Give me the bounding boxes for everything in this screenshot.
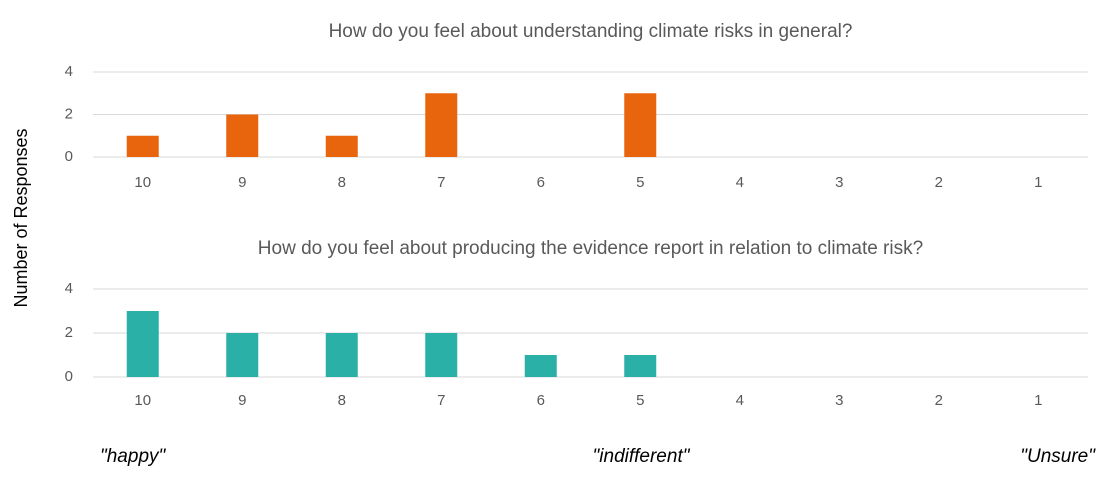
bar bbox=[126, 311, 159, 377]
x-tick-label: 2 bbox=[935, 392, 943, 409]
x-tick-label: 9 bbox=[238, 392, 246, 409]
y-tick-label: 0 bbox=[65, 148, 73, 165]
x-tick-label: 4 bbox=[736, 392, 744, 409]
y-axis-label: Number of Responses bbox=[11, 128, 31, 307]
x-tick-label: 5 bbox=[636, 174, 644, 191]
bar bbox=[425, 93, 458, 157]
y-tick-label: 4 bbox=[65, 280, 73, 297]
x-tick-label: 2 bbox=[935, 174, 943, 191]
bar bbox=[325, 333, 358, 377]
x-tick-label: 3 bbox=[835, 392, 843, 409]
chart-title: How do you feel about understanding clim… bbox=[329, 21, 853, 42]
x-tick-label: 10 bbox=[134, 174, 151, 191]
x-tick-label: 4 bbox=[736, 174, 744, 191]
y-tick-label: 2 bbox=[65, 105, 73, 122]
annotation: "indifferent" bbox=[593, 446, 691, 467]
x-tick-label: 1 bbox=[1034, 174, 1042, 191]
y-tick-label: 2 bbox=[65, 324, 73, 341]
y-tick-label: 0 bbox=[65, 368, 73, 385]
bar bbox=[226, 114, 259, 157]
bar bbox=[226, 333, 259, 377]
annotation: "happy" bbox=[100, 446, 167, 467]
x-tick-label: 1 bbox=[1034, 392, 1042, 409]
bar bbox=[624, 355, 657, 377]
bar bbox=[425, 333, 458, 377]
bar bbox=[624, 93, 657, 157]
y-tick-label: 4 bbox=[65, 63, 73, 80]
x-tick-label: 5 bbox=[636, 392, 644, 409]
chart-title: How do you feel about producing the evid… bbox=[258, 238, 923, 259]
annotation: "Unsure" bbox=[1020, 446, 1096, 467]
bar bbox=[325, 135, 358, 157]
x-tick-label: 6 bbox=[537, 392, 545, 409]
bar bbox=[126, 135, 159, 157]
x-tick-label: 8 bbox=[338, 174, 346, 191]
x-tick-label: 8 bbox=[338, 392, 346, 409]
x-tick-label: 10 bbox=[134, 392, 151, 409]
x-tick-label: 6 bbox=[537, 174, 545, 191]
x-tick-label: 9 bbox=[238, 174, 246, 191]
x-tick-label: 7 bbox=[437, 392, 445, 409]
x-tick-label: 7 bbox=[437, 174, 445, 191]
bar bbox=[524, 355, 557, 377]
x-tick-label: 3 bbox=[835, 174, 843, 191]
